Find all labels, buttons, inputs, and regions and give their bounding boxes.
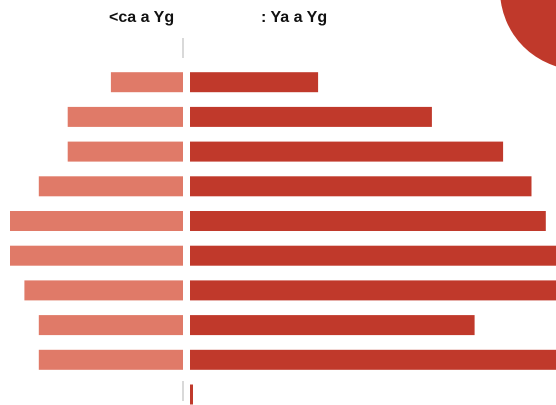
bar-left-9 (38, 349, 183, 370)
bar-right-2 (190, 106, 432, 127)
bar-left-1 (110, 72, 183, 93)
bar-right-5 (190, 211, 546, 231)
bar-left-8 (38, 315, 183, 336)
bar-right-6 (190, 245, 556, 266)
bar-right-3 (190, 141, 504, 162)
bar-right-1 (190, 72, 319, 93)
bar-left-6 (10, 245, 183, 266)
bar-left-5 (10, 211, 183, 231)
bar-right-10 (190, 384, 193, 405)
bar-right-7 (190, 280, 556, 301)
left-series-header: <ca a Yg (109, 9, 175, 26)
bar-left-7 (24, 280, 184, 301)
bar-right-8 (190, 315, 475, 336)
corner-decoration (500, 0, 556, 67)
bar-right-4 (190, 176, 532, 197)
bar-left-4 (38, 176, 183, 197)
bar-left-2 (67, 106, 183, 127)
bar-right-9 (190, 349, 556, 370)
bar-left-3 (67, 141, 183, 162)
bars-group (10, 72, 556, 405)
right-series-header: : Ya a Yg (261, 9, 328, 26)
